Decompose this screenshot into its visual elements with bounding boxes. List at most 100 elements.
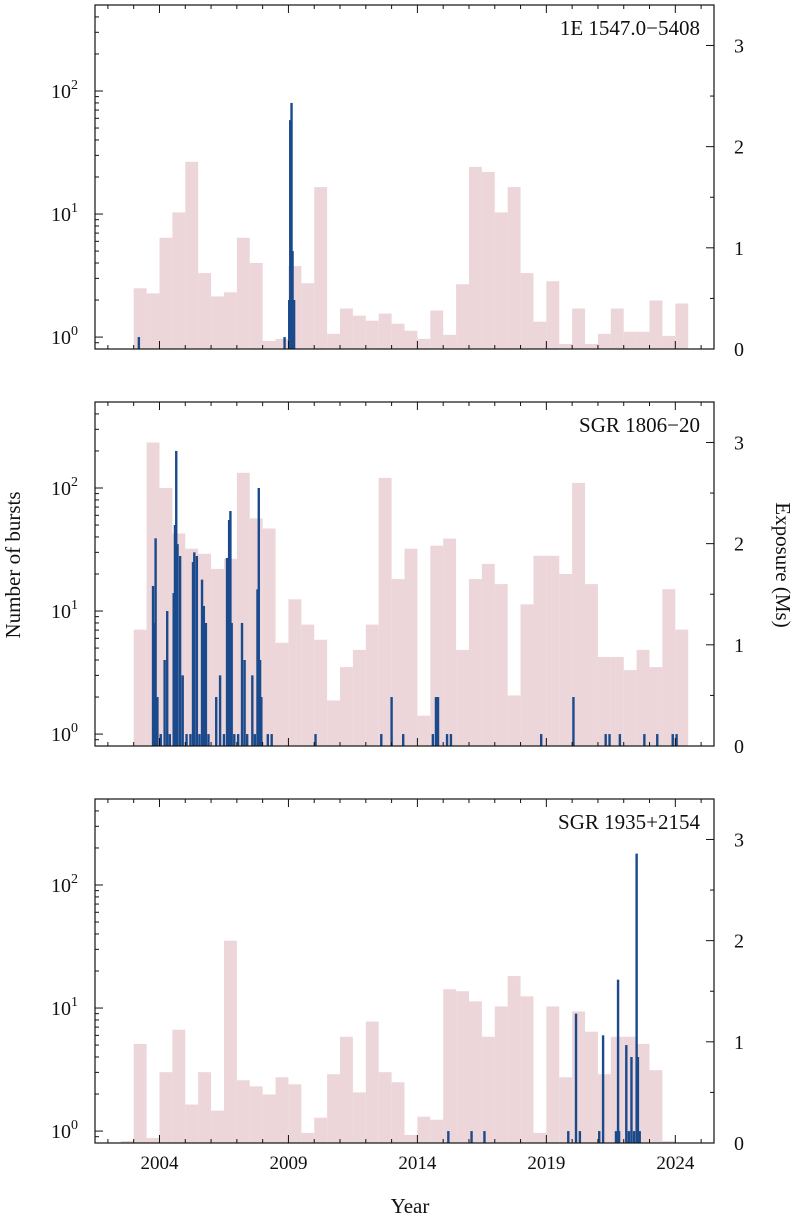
burst-bar xyxy=(434,697,438,746)
exposure-bar xyxy=(211,1110,224,1143)
y-left-tick-exponent: 0 xyxy=(71,721,78,736)
exposure-bar xyxy=(391,579,405,746)
exposure-bar xyxy=(443,989,457,1143)
burst-bar xyxy=(173,525,177,746)
burst-bar xyxy=(431,734,435,746)
burst-bar xyxy=(137,337,141,349)
burst-bar xyxy=(204,622,208,746)
exposure-bar xyxy=(572,482,586,746)
exposure-bar xyxy=(597,333,611,349)
exposure-bar xyxy=(404,330,418,349)
exposure-bar xyxy=(468,1001,482,1143)
exposure-bar xyxy=(133,1043,147,1143)
burst-bar xyxy=(191,562,195,746)
burst-bar xyxy=(243,660,246,746)
exposure-bar xyxy=(223,940,237,1143)
y-left-tick-exponent: 1 xyxy=(71,201,78,216)
exposure-bar xyxy=(262,340,276,349)
exposure-bar xyxy=(481,563,495,746)
exposure-bar xyxy=(649,667,663,746)
exposure-bar xyxy=(378,477,392,746)
burst-bar xyxy=(168,734,171,746)
exposure-bar xyxy=(456,991,469,1143)
burst-bar xyxy=(257,488,260,746)
exposure-bar xyxy=(146,293,160,349)
burst-bar xyxy=(240,622,244,746)
exposure-bar xyxy=(417,1116,431,1143)
burst-bar xyxy=(390,697,393,746)
exposure-bar xyxy=(417,715,431,746)
y-left-tick-label: 100 xyxy=(51,721,78,746)
exposure-bar xyxy=(559,574,573,746)
burst-bar xyxy=(625,1045,628,1143)
exposure-bar xyxy=(352,649,366,746)
exposure-bar xyxy=(340,1036,353,1143)
x-tick-label: 2019 xyxy=(527,1153,565,1174)
burst-bar xyxy=(166,611,169,746)
exposure-bar xyxy=(494,584,508,746)
exposure-bar xyxy=(391,323,405,349)
exposure-bar xyxy=(597,1074,611,1143)
burst-bar xyxy=(258,660,262,746)
burst-bar xyxy=(627,1131,631,1143)
y-left-tick-label: 102 xyxy=(51,872,78,897)
panel-title: SGR 1935+2154 xyxy=(558,810,700,834)
burst-bar xyxy=(436,697,440,746)
burst-bar xyxy=(193,552,196,746)
burst-bar xyxy=(635,853,638,1143)
burst-bar xyxy=(638,1131,641,1143)
exposure-bar xyxy=(456,284,469,349)
burst-bar xyxy=(195,556,199,746)
exposure-bar xyxy=(546,281,560,349)
exposure-bar xyxy=(610,308,624,349)
exposure-bar xyxy=(430,545,444,746)
exposure-bar xyxy=(468,166,482,349)
exposure-bar xyxy=(172,1029,186,1143)
burst-bar xyxy=(151,585,155,746)
burst-bar xyxy=(616,979,620,1143)
burst-bar xyxy=(156,697,159,746)
exposure-bar xyxy=(198,1072,212,1143)
y-left-tick-label: 101 xyxy=(51,995,78,1020)
burst-bar xyxy=(266,734,270,746)
exposure-bar xyxy=(494,1006,508,1143)
burst-bar xyxy=(185,734,188,746)
burst-bar xyxy=(604,734,607,746)
exposure-bar xyxy=(468,579,482,746)
burst-bar xyxy=(675,734,678,746)
exposure-bar xyxy=(146,1137,160,1143)
burst-bar xyxy=(574,1013,578,1143)
exposure-bar xyxy=(507,976,521,1143)
burst-bar xyxy=(643,734,646,746)
exposure-bar xyxy=(185,1104,199,1143)
exposure-bar xyxy=(662,589,676,746)
exposure-bar xyxy=(133,288,147,349)
y-left-tick-exponent: 0 xyxy=(71,324,78,339)
exposure-bar xyxy=(365,624,379,746)
exposure-bar xyxy=(585,343,598,349)
exposure-bar xyxy=(365,320,379,349)
burst-bar xyxy=(447,1131,450,1143)
exposure-bar xyxy=(572,1011,586,1143)
exposure-bar xyxy=(340,308,353,349)
exposure-bar xyxy=(301,1132,315,1143)
burst-bar xyxy=(172,593,175,746)
y-right-tick-label: 3 xyxy=(734,35,744,57)
exposure-bar xyxy=(159,488,173,746)
y-left-tick-label: 102 xyxy=(51,78,78,103)
y-left-tick-exponent: 2 xyxy=(71,78,78,93)
burst-bar xyxy=(656,734,659,746)
burst-bar xyxy=(283,337,286,349)
burst-bar xyxy=(618,734,622,746)
exposure-bar xyxy=(494,212,508,349)
burst-bar xyxy=(229,511,232,746)
burst-bar xyxy=(230,622,233,746)
panel-title: 1E 1547.0−5408 xyxy=(560,16,700,40)
burst-bar xyxy=(154,538,157,746)
burst-bar xyxy=(539,734,543,746)
exposure-bar xyxy=(391,1082,405,1143)
y-left-tick-label: 100 xyxy=(51,324,78,349)
y-right-tick-label: 0 xyxy=(734,339,744,361)
